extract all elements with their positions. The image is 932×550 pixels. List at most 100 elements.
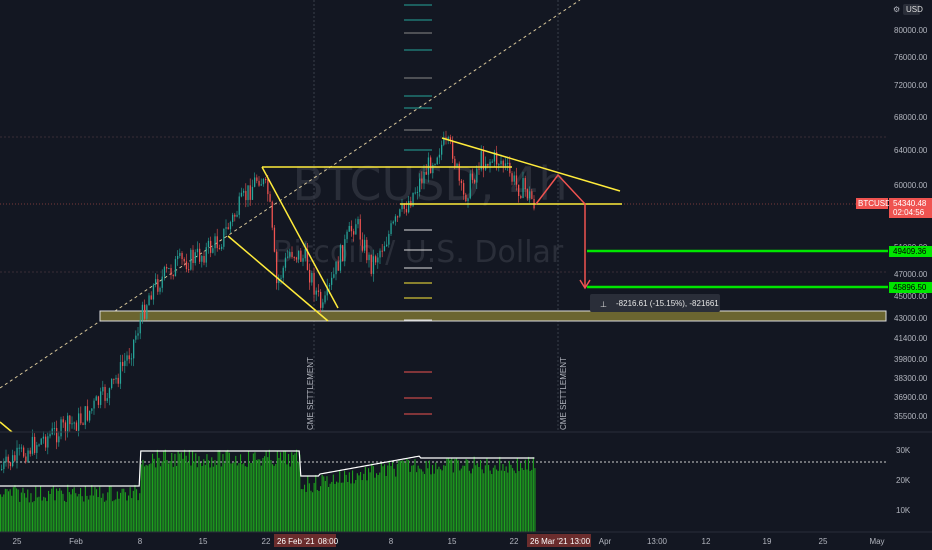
candle-body — [128, 355, 130, 360]
volume-bar — [491, 474, 493, 532]
volume-bar — [60, 490, 62, 532]
price-axis[interactable]: 80000.00 76000.00 72000.00 68000.00 64000.00… — [888, 0, 932, 550]
volume-bar — [12, 487, 14, 532]
volume-bar — [440, 469, 442, 532]
volume-bar — [286, 464, 288, 532]
price-tick-label: 39800.00 — [894, 355, 928, 364]
candle-body — [328, 284, 331, 287]
triangle-upper-line[interactable] — [441, 137, 621, 192]
volume-bar — [392, 462, 394, 532]
candle-body — [262, 178, 265, 185]
candle-body — [12, 455, 14, 467]
volume-bar — [456, 458, 458, 532]
volume-bar — [160, 466, 162, 532]
volume-bar — [515, 473, 517, 532]
volume-bar — [270, 460, 272, 532]
volume-bar — [161, 461, 163, 532]
candle-body — [379, 250, 381, 258]
candle-body — [45, 436, 47, 448]
symbol-tag-text: BTCUSD — [858, 199, 891, 208]
projection-path[interactable] — [535, 173, 586, 287]
last-price-tag — [889, 198, 932, 218]
candle-body — [372, 256, 375, 274]
volume-bar — [283, 451, 285, 532]
candle-body — [287, 256, 289, 258]
volume-bar — [259, 459, 261, 532]
volume-bar — [227, 449, 229, 532]
volume-bar — [360, 471, 362, 532]
trend-line-dashed[interactable] — [0, 0, 581, 389]
volume-bar — [388, 460, 390, 532]
volume-bar — [206, 454, 208, 532]
candle-body — [357, 219, 359, 225]
candle-body — [430, 157, 432, 174]
candle-body — [126, 355, 128, 361]
volume-bar — [476, 463, 478, 532]
volume-bar — [107, 492, 109, 532]
left-pattern-line[interactable] — [0, 421, 13, 433]
candle-body — [273, 227, 276, 252]
volume-bar — [500, 470, 502, 532]
level-1-text: 49409.36 — [893, 247, 927, 256]
volume-bar — [246, 466, 248, 532]
candle-body — [67, 415, 69, 433]
volume-bar — [268, 449, 270, 532]
price-tick-label: 80000.00 — [894, 26, 928, 35]
candle-body — [47, 436, 49, 448]
volume-bar — [395, 476, 397, 532]
candle-body — [71, 423, 73, 425]
volume-bar — [380, 462, 382, 532]
time-cursor-1-time: 08:00 — [318, 537, 339, 546]
volume-bar — [308, 483, 310, 532]
candle-body — [89, 410, 91, 421]
volume-bar — [180, 452, 182, 532]
volume-bar — [502, 463, 504, 532]
candle-body — [353, 231, 355, 235]
candle-body — [320, 291, 322, 308]
candle-body — [496, 152, 498, 165]
candle-body — [399, 209, 401, 217]
candle-body — [397, 216, 399, 218]
volume-bar — [336, 481, 338, 532]
volume-bar — [137, 500, 139, 532]
volume-bar — [396, 463, 398, 532]
cme-settlement-label-1: CME SETTLEMENT — [306, 357, 315, 430]
volume-bar — [417, 465, 419, 532]
volume-bar — [289, 466, 291, 532]
candle-body — [524, 178, 526, 190]
candle-body — [350, 225, 353, 232]
candle-body — [491, 161, 493, 163]
volume-bar — [377, 474, 379, 532]
volume-bar — [25, 497, 27, 532]
candle-body — [377, 257, 379, 263]
volume-bar — [526, 469, 528, 532]
candle-body — [291, 251, 293, 258]
candle-body — [247, 185, 249, 201]
support-zone[interactable] — [99, 310, 887, 322]
volume-bar — [136, 489, 138, 532]
candle-body — [179, 252, 181, 256]
candle-body — [16, 447, 18, 461]
wedge-lower-line[interactable] — [227, 235, 329, 322]
volume-bar — [11, 495, 13, 532]
volume-bar — [134, 484, 136, 532]
price-tick-label: 60000.00 — [894, 181, 928, 190]
volume-bar — [329, 483, 331, 532]
volume-bar — [112, 501, 114, 532]
currency-badge[interactable] — [903, 4, 920, 15]
volume-bar — [51, 488, 53, 532]
time-cursor-1 — [274, 534, 336, 547]
volume-bar — [299, 454, 301, 532]
candle-body — [487, 163, 489, 166]
candle-body — [100, 391, 102, 405]
candle-body — [106, 398, 108, 401]
wedge-upper-line[interactable] — [261, 166, 339, 309]
price-tick-label: 43000.00 — [894, 314, 928, 323]
volume-bar — [460, 468, 462, 532]
volume-bar — [316, 489, 318, 532]
volume-bar — [291, 452, 293, 532]
gear-icon[interactable]: ⚙ — [893, 5, 900, 14]
volume-bar — [201, 465, 203, 532]
